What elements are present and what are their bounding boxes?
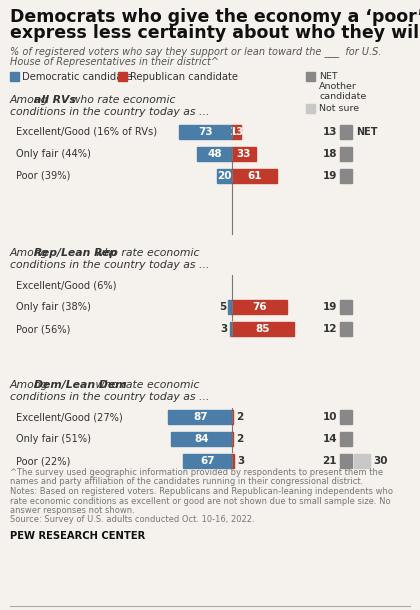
Bar [232, 454, 234, 468]
Text: 13: 13 [229, 127, 244, 137]
Bar [232, 147, 256, 161]
Text: NET: NET [319, 72, 338, 81]
Bar [306, 104, 315, 113]
Bar [340, 432, 352, 446]
Text: who rate economic: who rate economic [92, 380, 200, 390]
Bar [183, 454, 232, 468]
Text: Not sure: Not sure [319, 104, 359, 113]
Text: names and party affiliation of the candidates running in their congressional dis: names and party affiliation of the candi… [10, 478, 363, 487]
Text: Rep/Lean Rep: Rep/Lean Rep [34, 248, 118, 258]
Text: Poor (39%): Poor (39%) [16, 171, 71, 181]
Text: 87: 87 [193, 412, 207, 422]
Text: Notes: Based on registered voters. Republicans and Republican-leaning independen: Notes: Based on registered voters. Repub… [10, 487, 393, 496]
Text: 19: 19 [323, 171, 337, 181]
Text: Among: Among [10, 95, 52, 105]
Bar [168, 410, 232, 424]
Bar [232, 300, 287, 314]
Text: 20: 20 [218, 171, 232, 181]
Text: Only fair (44%): Only fair (44%) [16, 149, 91, 159]
Bar [179, 125, 232, 139]
Text: Only fair (38%): Only fair (38%) [16, 302, 91, 312]
Bar [10, 72, 19, 81]
Text: candidate: candidate [319, 92, 366, 101]
Text: 33: 33 [237, 149, 251, 159]
Text: 30: 30 [373, 456, 388, 466]
Text: Excellent/Good (6%): Excellent/Good (6%) [16, 280, 116, 290]
Text: all RVs: all RVs [34, 95, 76, 105]
Bar [232, 432, 234, 446]
Text: 14: 14 [323, 434, 337, 444]
Bar [232, 322, 294, 336]
Text: Among: Among [10, 380, 52, 390]
Text: 84: 84 [194, 434, 209, 444]
Text: 10: 10 [323, 412, 337, 422]
Bar [232, 125, 242, 139]
Text: Poor (56%): Poor (56%) [16, 324, 71, 334]
Bar [340, 169, 352, 183]
Bar [340, 322, 352, 336]
Bar [230, 322, 232, 336]
Text: 67: 67 [200, 456, 215, 466]
Text: express less certainty about who they will vote for: express less certainty about who they wi… [10, 24, 420, 42]
Text: 19: 19 [323, 302, 337, 312]
Bar [197, 147, 232, 161]
Bar [340, 125, 352, 139]
Bar [118, 72, 127, 81]
Text: Another: Another [319, 82, 357, 91]
Bar [354, 454, 370, 468]
Text: ^The survey used geographic information provided by respondents to present them : ^The survey used geographic information … [10, 468, 383, 477]
Bar [218, 169, 232, 183]
Text: conditions in the country today as ...: conditions in the country today as ... [10, 392, 210, 402]
Text: % of registered voters who say they support or lean toward the ___  for U.S.: % of registered voters who say they supp… [10, 46, 381, 57]
Text: 48: 48 [207, 149, 222, 159]
Text: Democrats who give the economy a ‘poor’ rating: Democrats who give the economy a ‘poor’ … [10, 8, 420, 26]
Text: who rate economic: who rate economic [68, 95, 176, 105]
Bar [340, 454, 352, 468]
Text: answer responses not shown.: answer responses not shown. [10, 506, 135, 515]
Text: 76: 76 [252, 302, 267, 312]
Text: Among: Among [10, 248, 52, 258]
Text: NET: NET [356, 127, 378, 137]
Text: Excellent/Good (16% of RVs): Excellent/Good (16% of RVs) [16, 127, 157, 137]
Bar [228, 300, 232, 314]
Text: 73: 73 [198, 127, 213, 137]
Bar [306, 72, 315, 81]
Text: 5: 5 [219, 302, 226, 312]
Text: 3: 3 [220, 324, 228, 334]
Text: Poor (22%): Poor (22%) [16, 456, 71, 466]
Text: conditions in the country today as ...: conditions in the country today as ... [10, 260, 210, 270]
Text: Democratic candidate: Democratic candidate [22, 71, 132, 82]
Text: House of Representatives in their district^: House of Representatives in their distri… [10, 57, 219, 67]
Text: 2: 2 [236, 412, 244, 422]
Text: 13: 13 [323, 127, 337, 137]
Bar [232, 410, 234, 424]
Text: Republican candidate: Republican candidate [130, 71, 238, 82]
Bar [171, 432, 232, 446]
Text: 21: 21 [323, 456, 337, 466]
Text: rate economic conditions as excellent or good are not shown due to small sample : rate economic conditions as excellent or… [10, 497, 391, 506]
Bar [340, 147, 352, 161]
Text: 3: 3 [237, 456, 244, 466]
Text: PEW RESEARCH CENTER: PEW RESEARCH CENTER [10, 531, 145, 541]
Text: 85: 85 [256, 324, 270, 334]
Text: 18: 18 [323, 149, 337, 159]
Text: who rate economic: who rate economic [92, 248, 200, 258]
Text: Excellent/Good (27%): Excellent/Good (27%) [16, 412, 123, 422]
Text: 61: 61 [247, 171, 262, 181]
Text: 12: 12 [323, 324, 337, 334]
Bar [340, 410, 352, 424]
Text: Source: Survey of U.S. adults conducted Oct. 10-16, 2022.: Source: Survey of U.S. adults conducted … [10, 515, 255, 525]
Bar [232, 169, 276, 183]
Text: Dem/Lean Dem: Dem/Lean Dem [34, 380, 127, 390]
Text: conditions in the country today as ...: conditions in the country today as ... [10, 107, 210, 117]
Text: Only fair (51%): Only fair (51%) [16, 434, 91, 444]
Bar [340, 300, 352, 314]
Text: 2: 2 [236, 434, 244, 444]
